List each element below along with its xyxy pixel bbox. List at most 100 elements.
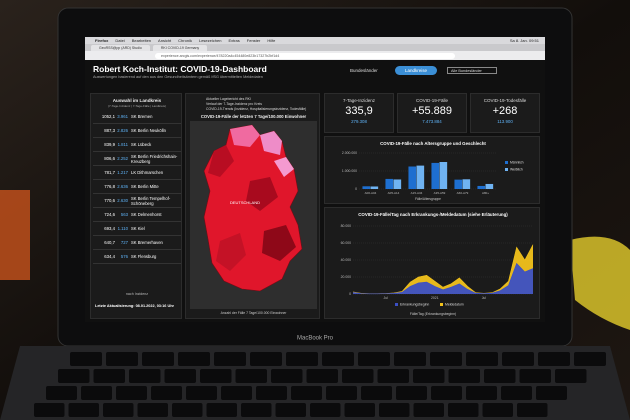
list-row[interactable]: 693,4 1.110 SK Kiel — [93, 222, 181, 236]
tab[interactable]: RKI COVID-19 Germany — [152, 45, 208, 51]
y-tick-label: 0 — [355, 187, 357, 191]
incidence: 634,4 — [104, 254, 115, 259]
tab[interactable]: GeoRSS@pp (ARD) Studio — [91, 45, 150, 51]
district-name: SK Lübeck — [131, 142, 152, 147]
key — [482, 403, 513, 417]
map-link[interactable]: Aktueller Lagebericht des RKI — [206, 97, 251, 101]
x-tick-label: Jul — [482, 296, 487, 300]
list-row[interactable]: 634,4 576 SK Flensburg — [93, 250, 181, 264]
cases: 1.110 — [117, 226, 128, 231]
kpi-sub: 279.308 — [351, 119, 367, 124]
list-title: Auswahl im Landkreis — [112, 98, 162, 103]
screen: Firefox Datei Bearbeiten Ansicht Chronik Lese… — [85, 37, 545, 322]
list-subtitle: (7-Tage-Inzidenz | 7-Tage-Fälle | Landkr… — [108, 104, 166, 108]
chart-title: COVID-19-Fälle/Tag nach Erkrankungs-/Mel… — [358, 212, 508, 217]
list-row[interactable]: 770,6 2.630 SK Berlin Tempelhof-Schöneberg — [93, 194, 181, 208]
x-tick-label: A35-A59 — [434, 191, 446, 195]
bar — [362, 186, 371, 189]
kpi-value: 335,9 — [345, 105, 373, 117]
cases: 2.826 — [117, 128, 128, 133]
list-row[interactable]: 781,7 1.217 LK Dithmarschen — [93, 166, 181, 180]
key — [291, 386, 322, 400]
list-row[interactable]: 640,7 727 SK Bremerhaven — [93, 236, 181, 250]
key — [186, 386, 217, 400]
menu-item[interactable]: Datei — [115, 38, 125, 43]
map-link[interactable]: COVID-19-Trends (Inzidenz, Hospitalisier… — [206, 107, 307, 111]
key — [172, 403, 203, 417]
list-row[interactable]: 1052,1 3.961 SK Bremen — [93, 110, 181, 124]
menu-item[interactable]: Firefox — [95, 38, 109, 43]
kpi-value: +55.889 — [411, 105, 453, 117]
x-tick-label: A15-A34 — [411, 191, 423, 195]
clock: Sa 8. Jan. 09:51 — [509, 38, 539, 43]
bar — [454, 179, 463, 189]
x-tick-label: Jul — [384, 296, 389, 300]
legend-swatch — [505, 161, 508, 164]
menu-item[interactable]: Chronik — [178, 38, 192, 43]
key — [81, 386, 112, 400]
dropdown[interactable]: Alle Bundesländer — [447, 67, 497, 74]
menu-item[interactable]: Ansicht — [158, 38, 172, 43]
sort-toggle[interactable]: nach Inzidenz — [125, 292, 149, 296]
key — [396, 386, 427, 400]
bar — [408, 166, 417, 189]
daily-chart: COVID-19-Fälle/Tag nach Erkrankungs-/Mel… — [341, 212, 534, 316]
menu-item[interactable]: Lesezeichen — [198, 38, 222, 43]
key — [250, 352, 282, 366]
area-fill — [353, 244, 533, 294]
menu-item[interactable]: Hilfe — [267, 38, 276, 43]
menu-item[interactable]: Extras — [228, 38, 240, 43]
key — [93, 369, 125, 383]
kpi-label: 7-Tage-Inzidenz — [342, 98, 376, 103]
incidence: 693,4 — [104, 226, 115, 231]
incidence: 640,7 — [104, 240, 115, 245]
menu-item[interactable]: Bearbeiten — [131, 38, 152, 43]
key — [310, 403, 341, 417]
key — [502, 352, 534, 366]
incidence: 806,6 — [104, 156, 115, 161]
incidence: 776,8 — [104, 184, 115, 189]
key — [413, 369, 445, 383]
key — [164, 369, 196, 383]
tab-bar: GeoRSS@pp (ARD) Studio RKI COVID-19 Germa… — [85, 44, 545, 51]
toggle-button[interactable]: Bundesländer — [350, 68, 378, 73]
list-row[interactable]: 839,9 1.811 SK Lübeck — [93, 138, 181, 152]
rows: 1052,1 3.961 SK Bremen 887,3 2.826 SK Berlin … — [93, 110, 181, 264]
cases: 2.636 — [117, 184, 128, 189]
key — [241, 403, 272, 417]
title: Robert Koch-Institut: COVID-19-Dashboard — [93, 64, 267, 74]
menu-item[interactable]: Fenster — [246, 38, 261, 43]
district-name: SK Bremen — [131, 114, 153, 119]
list-row[interactable]: 776,8 2.636 SK Berlin Mitte — [93, 180, 181, 194]
kpi-sub: 113.900 — [497, 119, 513, 124]
key — [34, 403, 65, 417]
y-tick-label: 20.000 — [341, 275, 351, 279]
list-row[interactable]: 806,6 2.252 SK Berlin Friedrichshain-Kreuz… — [93, 152, 181, 166]
key — [322, 352, 354, 366]
key — [275, 403, 306, 417]
key — [536, 386, 567, 400]
bar — [385, 178, 394, 189]
cases: 576 — [120, 254, 128, 259]
district-name: SK Flensburg — [131, 254, 157, 259]
key — [413, 403, 444, 417]
key — [361, 386, 392, 400]
url[interactable]: experience.arcgis.com/experience/478220a… — [155, 52, 455, 59]
map-link[interactable]: Verlauf der 7-Tage-Inzidenz pro Kreis — [206, 102, 262, 106]
toggle-button[interactable]: Landkreise — [395, 66, 438, 75]
district-name: LK Dithmarschen — [131, 170, 164, 175]
list-row[interactable]: 887,3 2.826 SK Berlin Neukölln — [93, 124, 181, 138]
key — [106, 352, 138, 366]
incidence: 781,7 — [104, 170, 115, 175]
key — [430, 352, 462, 366]
key — [448, 403, 479, 417]
list-row[interactable]: 724,6 563 SK Delmenhorst — [93, 208, 181, 222]
keys — [34, 352, 606, 417]
y-tick-label: 80.000 — [341, 224, 351, 228]
subtitle: Auswertungen basierend auf den aus den G… — [93, 75, 263, 79]
bar — [370, 186, 379, 189]
x-tick-label: 2021 — [431, 296, 439, 300]
map-label: DEUTSCHLAND — [230, 200, 260, 205]
key — [379, 403, 410, 417]
incidence: 770,6 — [104, 198, 115, 203]
